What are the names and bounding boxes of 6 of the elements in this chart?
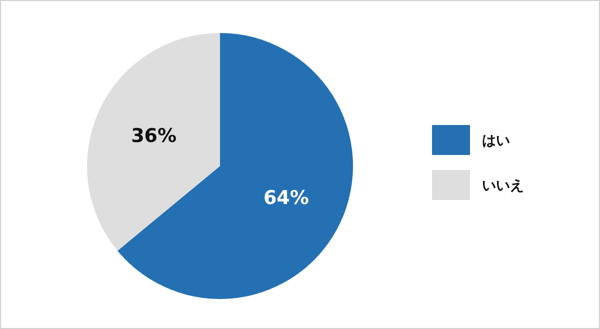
data-label: 64%	[263, 187, 309, 210]
data-label: 36%	[131, 124, 177, 147]
legend-label: はい	[482, 133, 510, 149]
pie-slice	[87, 33, 220, 251]
pie-slice	[118, 33, 353, 299]
legend-label: いいえ	[482, 178, 524, 194]
